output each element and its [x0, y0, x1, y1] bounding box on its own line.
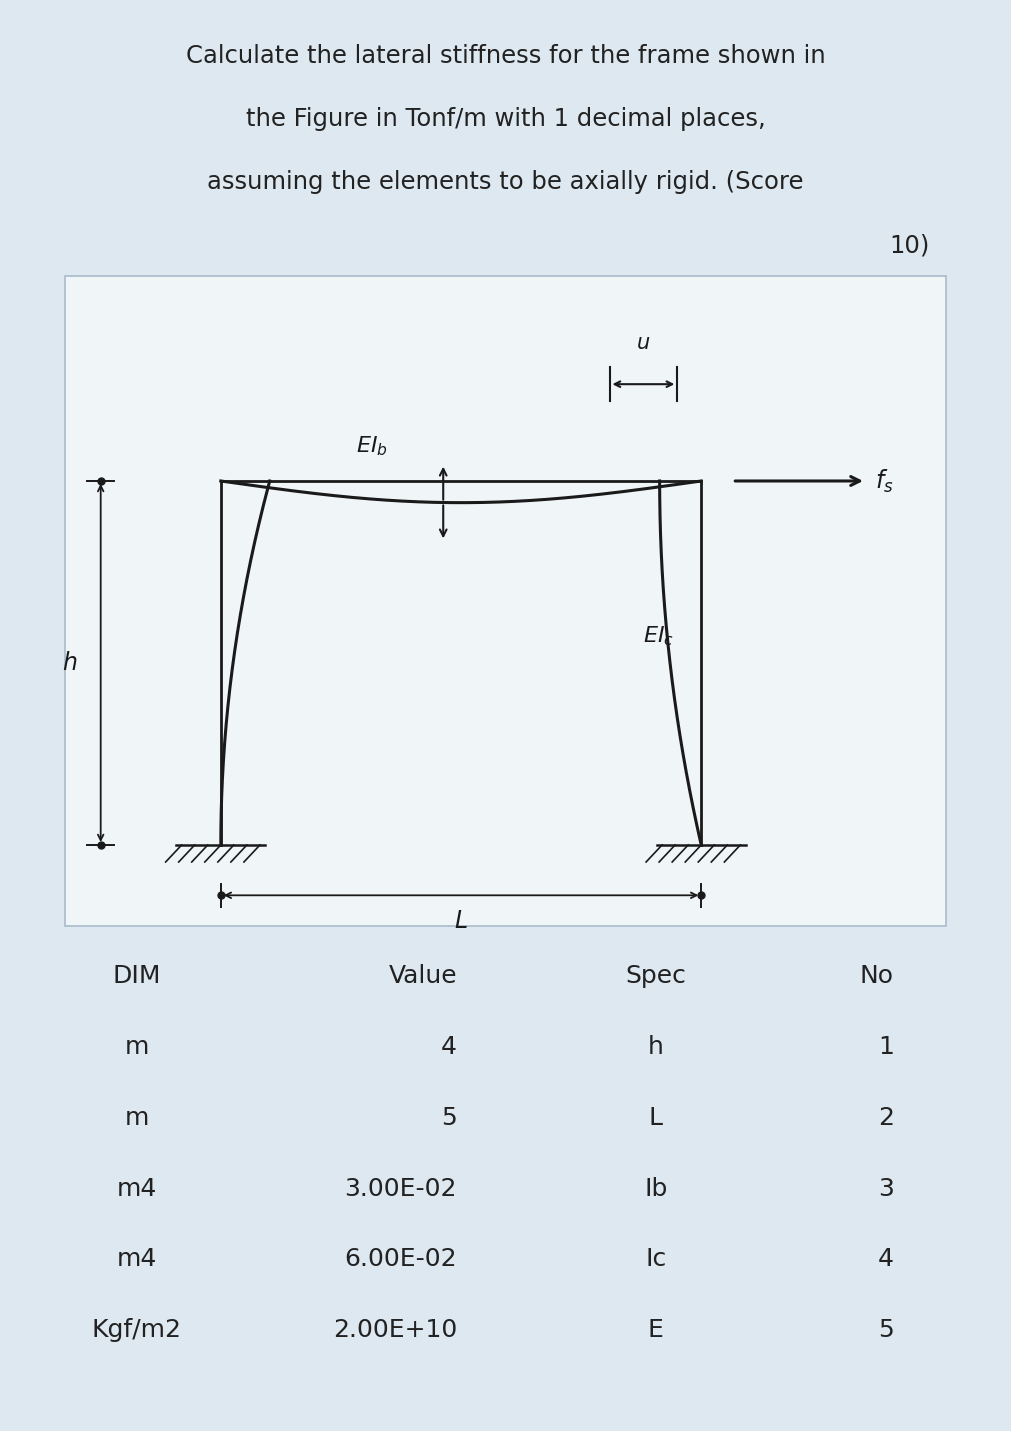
Text: 1: 1: [878, 1035, 894, 1059]
Text: 4: 4: [441, 1035, 457, 1059]
Text: 5: 5: [878, 1318, 894, 1342]
FancyBboxPatch shape: [65, 276, 946, 926]
Text: L: L: [649, 1106, 663, 1130]
Text: Value: Value: [388, 964, 457, 989]
Text: m: m: [124, 1035, 149, 1059]
Text: 2.00E+10: 2.00E+10: [333, 1318, 457, 1342]
Text: Calculate the lateral stiffness for the frame shown in: Calculate the lateral stiffness for the …: [186, 43, 825, 67]
Text: the Figure in Tonf/m with 1 decimal places,: the Figure in Tonf/m with 1 decimal plac…: [246, 107, 765, 130]
Text: $u$: $u$: [636, 333, 650, 353]
Text: 4: 4: [878, 1248, 894, 1272]
Text: 10): 10): [890, 233, 930, 258]
Text: 5: 5: [441, 1106, 457, 1130]
Text: Spec: Spec: [626, 964, 686, 989]
Text: $EI_c$: $EI_c$: [643, 624, 674, 648]
Text: E: E: [648, 1318, 664, 1342]
Text: 6.00E-02: 6.00E-02: [345, 1248, 457, 1272]
Text: $f_s$: $f_s$: [875, 468, 894, 495]
Text: $EI_b$: $EI_b$: [356, 435, 388, 458]
Text: 3: 3: [878, 1176, 894, 1201]
Text: Ib: Ib: [644, 1176, 667, 1201]
Text: assuming the elements to be axially rigid. (Score: assuming the elements to be axially rigi…: [207, 170, 804, 195]
Text: m4: m4: [116, 1248, 157, 1272]
Text: 2: 2: [878, 1106, 894, 1130]
Text: $L$: $L$: [454, 909, 468, 933]
Text: m4: m4: [116, 1176, 157, 1201]
Text: No: No: [859, 964, 894, 989]
Text: m: m: [124, 1106, 149, 1130]
Text: 3.00E-02: 3.00E-02: [345, 1176, 457, 1201]
Text: $h$: $h$: [62, 651, 77, 675]
Text: h: h: [648, 1035, 664, 1059]
Text: DIM: DIM: [112, 964, 161, 989]
Text: Ic: Ic: [645, 1248, 666, 1272]
Text: Kgf/m2: Kgf/m2: [92, 1318, 182, 1342]
